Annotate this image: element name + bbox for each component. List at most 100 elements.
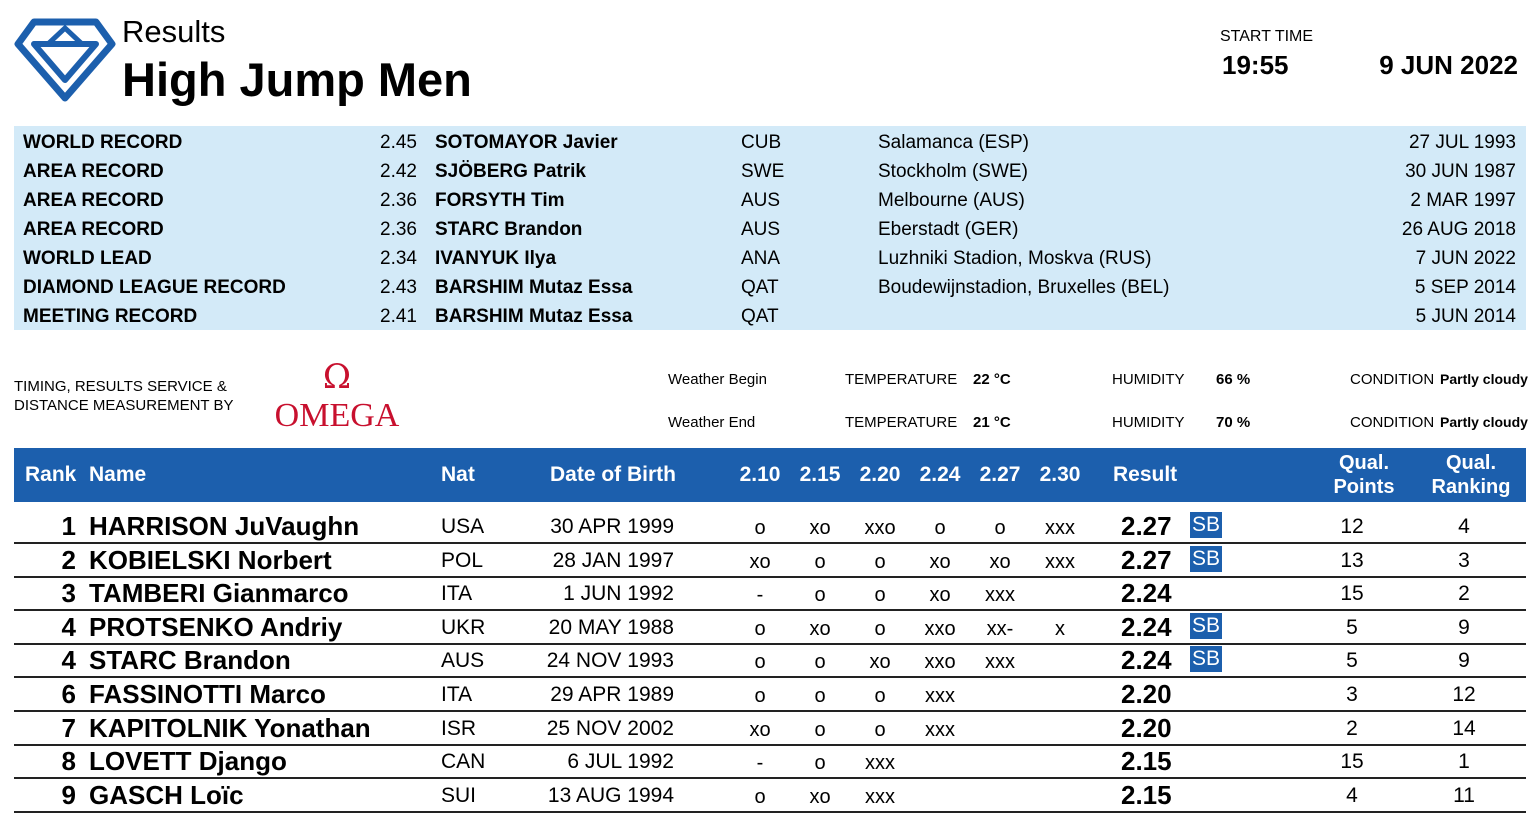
start-time: 19:55 [1222, 50, 1289, 80]
athlete-dob: 29 APR 1989 [550, 683, 674, 706]
attempt-2: o [814, 685, 826, 707]
table-row: 2 KOBIELSKI Norbert POL 28 JAN 1997 xo o o xo xo… [14, 544, 1526, 578]
header-nat: Nat [441, 463, 475, 486]
athlete-name: HARRISON JuVaughn [89, 511, 360, 541]
record-date: 2 MAR 1997 [1410, 190, 1516, 211]
athlete-name: GASCH Loïc [89, 779, 244, 810]
attempt-2: o [814, 584, 826, 607]
qual-ranking: 9 [1458, 649, 1470, 673]
timing-line-1: TIMING, RESULTS SERVICE & [14, 378, 227, 395]
table-row: 8 LOVETT Django CAN 6 JUL 1992 - o xxx 2.15 15 1 [14, 745, 1526, 780]
season-best-badge: SB [1190, 612, 1223, 639]
weather-end-condition-label: CONDITION [1350, 414, 1435, 431]
attempt-2: o [814, 752, 826, 775]
qual-points: 3 [1346, 683, 1358, 706]
weather-begin-condition: Partly cloudy [1440, 371, 1528, 387]
athlete-name: LOVETT Django [89, 746, 287, 777]
athlete-dob: 6 JUL 1992 [567, 750, 674, 774]
weather-begin-condition-label: CONDITION [1350, 371, 1435, 388]
qual-ranking: 11 [1453, 783, 1475, 807]
qual-ranking: 9 [1458, 615, 1470, 639]
header-height-4: 2.24 [919, 463, 961, 486]
attempt-5: xo [989, 550, 1011, 573]
record-holder: FORSYTH Tim [435, 190, 565, 211]
qual-ranking: 1 [1458, 750, 1470, 774]
record-mark: 2.41 [380, 306, 417, 327]
athlete-result: 2.15 [1121, 779, 1172, 810]
omega-logo: Ω OMEGA [275, 360, 400, 432]
qual-points: 4 [1346, 783, 1358, 807]
record-venue: Boudewijnstadion, Bruxelles (BEL) [878, 277, 1170, 298]
attempt-4: xo [929, 550, 951, 573]
attempt-6: xxx [1045, 550, 1075, 573]
record-nat: AUS [741, 219, 781, 240]
record-row: WORLD LEAD 2.34 IVANYUK Ilya ANA Luzhniki St… [14, 244, 1526, 273]
results-label: Results [122, 14, 226, 49]
attempt-1: xo [749, 718, 771, 741]
attempt-3: o [874, 718, 886, 741]
athlete-dob: 30 APR 1999 [550, 515, 674, 538]
attempt-3: xxo [864, 517, 896, 539]
record-date: 27 JUL 1993 [1408, 132, 1516, 153]
weather-end-temp-label: TEMPERATURE [845, 414, 958, 431]
athlete-name: TAMBERI Gianmarco [89, 578, 349, 609]
athlete-dob: 1 JUN 1992 [563, 582, 674, 606]
attempt-2: xo [809, 617, 831, 640]
season-best-badge: SB [1190, 646, 1223, 673]
athlete-result: 2.27 [1121, 544, 1172, 575]
athlete-nat: CAN [441, 750, 486, 774]
record-venue: Eberstadt (GER) [878, 219, 1019, 240]
record-mark: 2.43 [380, 277, 417, 298]
header-result: Result [1113, 463, 1178, 486]
attempt-1: o [754, 651, 766, 674]
record-date: 5 JUN 2014 [1415, 306, 1516, 327]
svg-text:Ω: Ω [323, 360, 351, 397]
athlete-nat: USA [441, 515, 485, 538]
athlete-nat: ISR [441, 716, 477, 740]
header-qual-ranking-line-1: Qual. [1445, 452, 1496, 474]
athlete-nat: ITA [441, 582, 473, 606]
attempt-1: o [754, 785, 766, 808]
qual-points: 12 [1340, 515, 1364, 538]
record-nat: CUB [741, 132, 782, 153]
attempt-3: xo [869, 651, 891, 674]
qual-points: 13 [1340, 548, 1364, 572]
record-nat: SWE [741, 161, 785, 182]
header-qual-points-line-1: Qual. [1338, 452, 1389, 474]
record-row: AREA RECORD 2.36 STARC Brandon AUS Eberstadt… [14, 215, 1526, 244]
athlete-rank: 4 [61, 645, 76, 676]
record-venue: Stockholm (SWE) [878, 161, 1028, 182]
qual-points: 15 [1340, 750, 1364, 774]
record-date: 26 AUG 2018 [1401, 219, 1516, 240]
header-qual-ranking: Qual. Ranking [1432, 451, 1511, 499]
timing-line-2: DISTANCE MEASUREMENT BY [14, 397, 234, 414]
athlete-dob: 13 AUG 1994 [547, 783, 674, 807]
header-rank: Rank [25, 463, 77, 486]
record-holder: STARC Brandon [435, 219, 583, 240]
attempt-3: o [874, 550, 886, 573]
record-mark: 2.36 [380, 190, 417, 211]
header-qual-points: Qual. Points [1333, 451, 1394, 499]
attempt-5: xxx [985, 584, 1015, 607]
header-qual-points-line-2: Points [1333, 476, 1395, 498]
athlete-name: STARC Brandon [89, 645, 291, 676]
record-venue: Salamanca (ESP) [878, 132, 1030, 153]
athlete-nat: AUS [441, 649, 485, 673]
attempt-1: - [756, 752, 764, 775]
attempt-4: xxx [925, 718, 955, 741]
table-row: 9 GASCH Loïc SUI 13 AUG 1994 o xo xxx 2.15 4 11 [14, 779, 1526, 813]
table-row: 3 TAMBERI Gianmarco ITA 1 JUN 1992 - o o xo xxx 2… [14, 577, 1526, 612]
athlete-nat: ITA [441, 683, 473, 706]
attempt-3: o [874, 617, 886, 640]
header-dob: Date of Birth [550, 463, 676, 486]
athlete-name: KAPITOLNIK Yonathan [89, 712, 371, 743]
event-date: 9 JUN 2022 [1379, 50, 1518, 80]
record-venue: Luzhniki Stadion, Moskva (RUS) [878, 248, 1152, 269]
attempt-3: o [874, 584, 886, 607]
record-type: AREA RECORD [23, 161, 164, 182]
attempt-4: xxo [924, 617, 956, 640]
table-row: 4 PROTSENKO Andriy UKR 20 MAY 1988 o xo o xxo xx… [14, 611, 1526, 645]
table-row: 7 KAPITOLNIK Yonathan ISR 25 NOV 2002 xo o o xx… [14, 712, 1526, 746]
record-type: MEETING RECORD [23, 306, 198, 327]
record-row: MEETING RECORD 2.41 BARSHIM Mutaz Essa QAT 5… [14, 302, 1526, 331]
